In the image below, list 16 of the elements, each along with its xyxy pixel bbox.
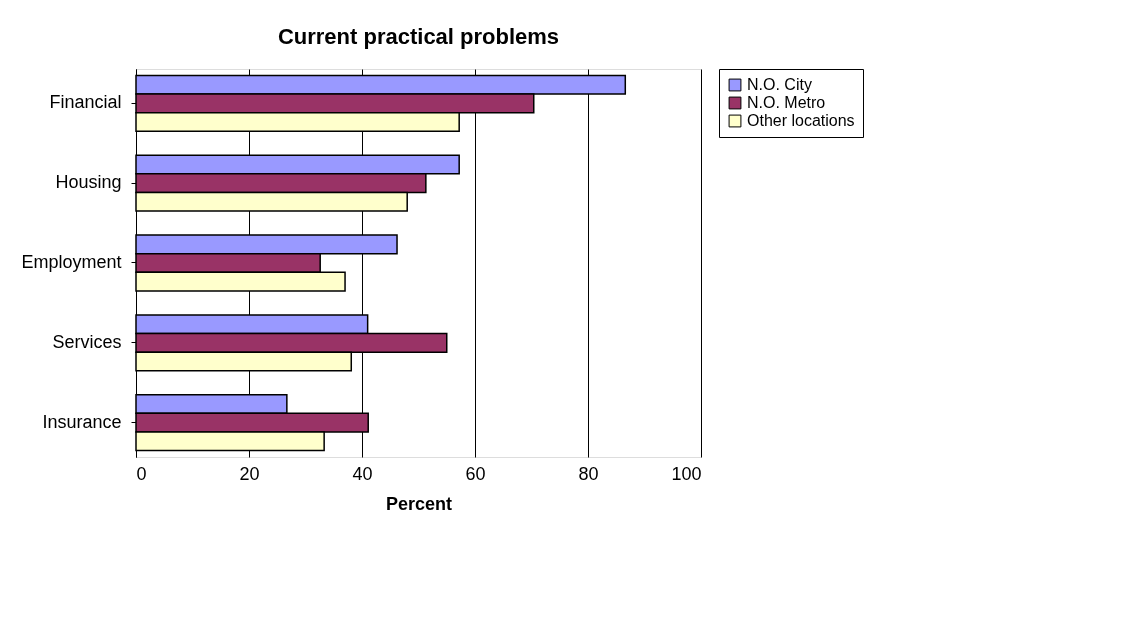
y-tick-label: Services <box>52 331 122 352</box>
x-tick-label: 0 <box>136 463 147 484</box>
x-tick-label: 40 <box>352 463 373 484</box>
y-tick-label: Financial <box>49 92 122 113</box>
chart-title: Current practical problems <box>277 23 560 49</box>
y-tick-label: Insurance <box>42 411 122 432</box>
x-tick-label: 80 <box>578 463 599 484</box>
legend-label: N.O. City <box>747 76 812 93</box>
legend-label: N.O. Metro <box>747 94 826 111</box>
x-tick-label: 60 <box>465 463 486 484</box>
x-axis-title: Percent <box>385 493 453 514</box>
x-tick-label: 20 <box>239 463 260 484</box>
x-tick-label: 100 <box>671 463 702 484</box>
legend-label: Other locations <box>747 112 855 129</box>
y-tick-label: Housing <box>55 172 122 193</box>
y-tick-label: Employment <box>21 252 122 272</box>
